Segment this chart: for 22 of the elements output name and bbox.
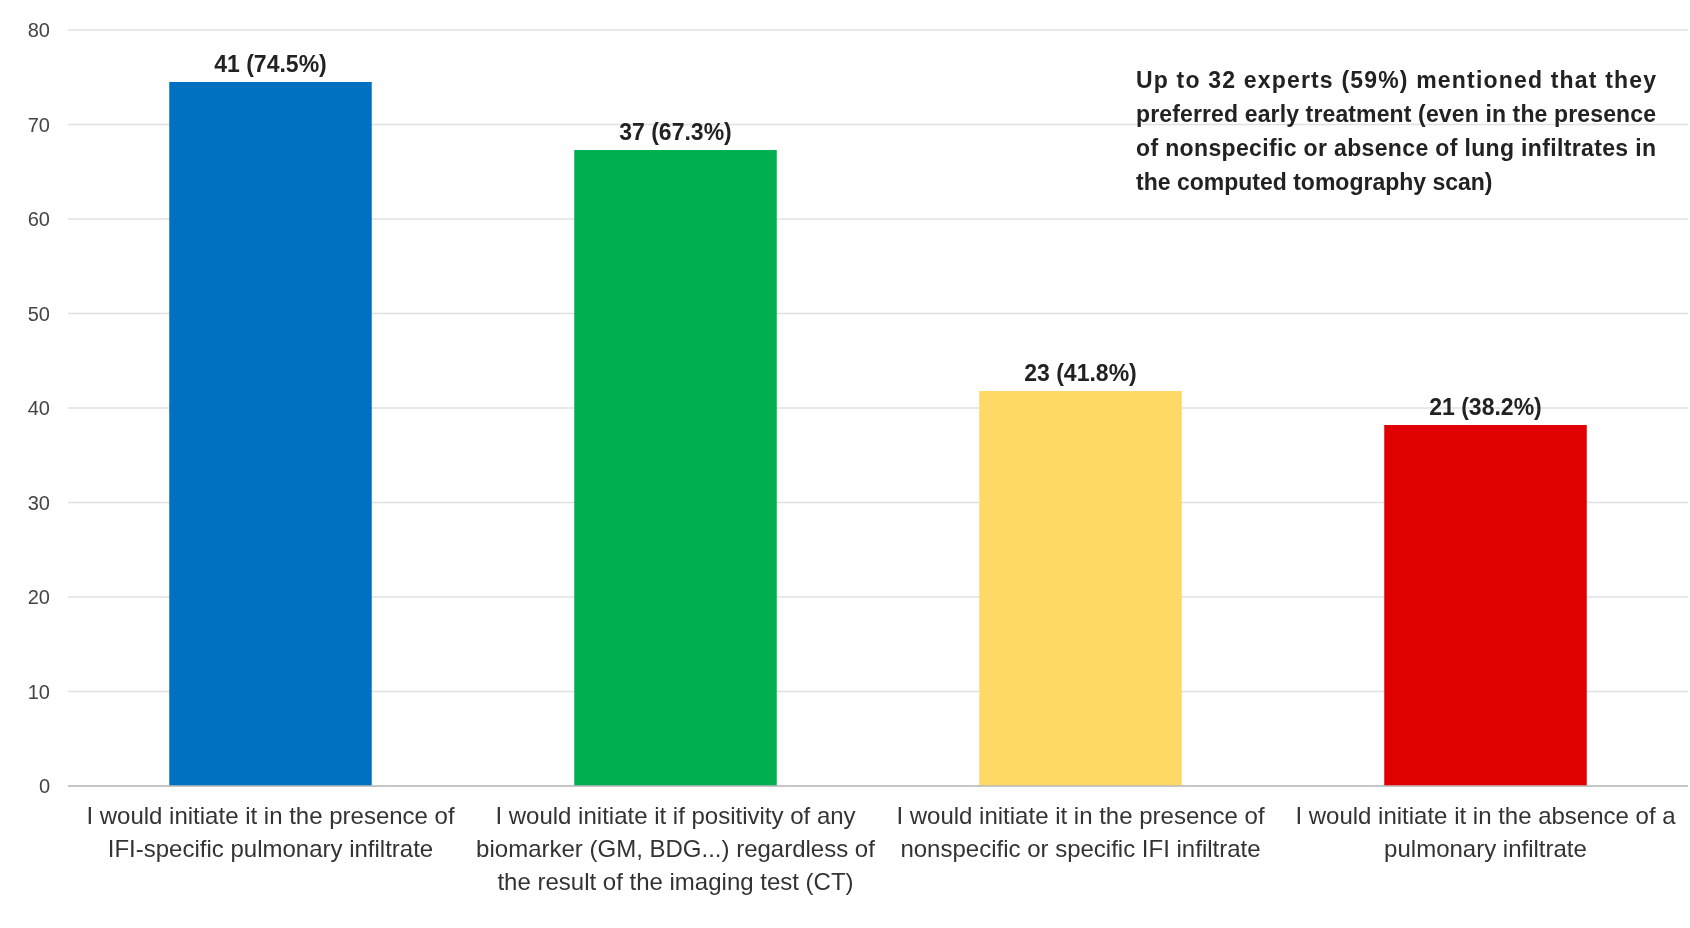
y-tick-label: 60	[27, 208, 50, 230]
x-tick-label: I would initiate it in the presence of IFI-specific pulmonary infiltrate	[86, 802, 455, 862]
y-tick-label: 20	[27, 586, 50, 608]
annotation: Up to 32 experts (59%) mentioned that they preferred early treatment (even in the presence of nonspecific or absence of lung infiltrates in the computed tomography scan)	[1136, 67, 1657, 195]
bar	[1384, 425, 1587, 786]
y-tick-label: 70	[27, 113, 50, 136]
y-tick-label: 80	[27, 19, 50, 41]
bar	[574, 150, 777, 786]
y-tick-label: 30	[27, 491, 50, 514]
y-tick-label: 40	[27, 397, 50, 419]
data-label: 41 (74.5%)	[214, 50, 327, 77]
data-label: 23 (41.8%)	[1024, 359, 1137, 386]
x-tick-label: I would initiate it if positivity of any biomarker (GM, BDG...) regardless of the result of the imaging test (CT)	[476, 802, 876, 895]
y-tick-label: 50	[27, 302, 50, 325]
bar	[979, 390, 1182, 786]
y-tick-label: 10	[27, 680, 50, 703]
data-label: 37 (67.3%)	[619, 119, 732, 146]
y-tick-label: 0	[38, 775, 50, 797]
x-tick-label: I would initiate it in the absence of a pulmonary infiltrate	[1295, 802, 1677, 862]
x-tick-label: I would initiate it in the presence of nonspecific or specific IFI infiltrate	[896, 802, 1265, 862]
bar	[169, 81, 372, 786]
data-label: 21 (38.2%)	[1429, 394, 1542, 421]
